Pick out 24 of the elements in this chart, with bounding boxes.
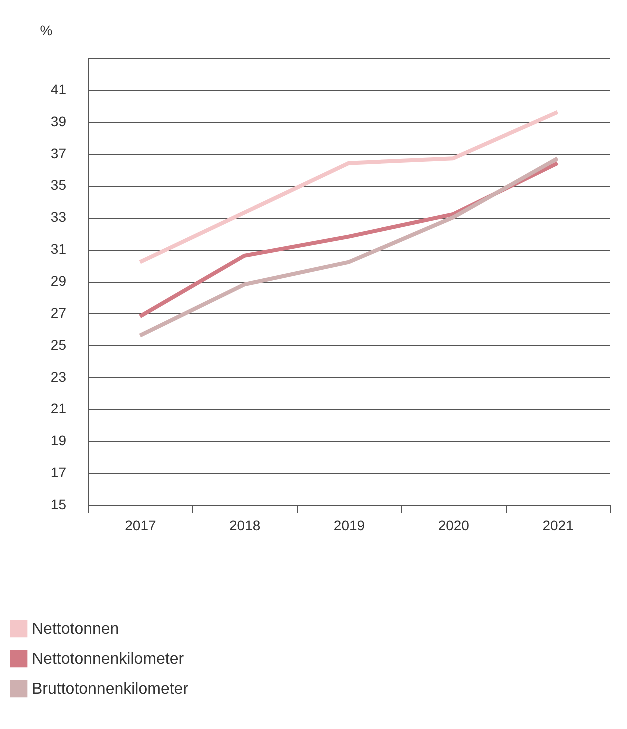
y-tick-label: 17	[50, 464, 67, 481]
y-tick-label: 15	[50, 496, 67, 512]
y-tick-label: 33	[50, 209, 67, 226]
legend-label: Nettotonnen	[32, 621, 120, 638]
line-series	[138, 110, 560, 264]
y-tick-label: 37	[50, 145, 67, 162]
y-tick-label: 23	[50, 368, 67, 385]
y-tick-label: 25	[50, 336, 67, 353]
x-tick-label: 2018	[230, 518, 261, 534]
y-axis-title: %	[40, 22, 53, 38]
y-tick-label: 31	[50, 241, 67, 258]
x-tick-label: 2021	[542, 518, 574, 534]
y-tick-label: 39	[50, 113, 67, 130]
y-tick-label: 29	[50, 273, 67, 289]
legend-label: Bruttotonnenkilometer	[32, 681, 190, 698]
y-tick-label: 21	[50, 400, 67, 417]
y-tick-label: 27	[50, 304, 67, 321]
y-tick-label: 19	[50, 432, 67, 449]
x-tick-label: 2017	[125, 518, 156, 534]
x-tick-label: 2019	[334, 518, 366, 534]
y-tick-label: 41	[50, 81, 67, 98]
x-tick-label: 2020	[438, 518, 470, 534]
legend-label: Nettotonnenkilometer	[32, 651, 185, 668]
y-tick-label: 35	[50, 177, 67, 194]
